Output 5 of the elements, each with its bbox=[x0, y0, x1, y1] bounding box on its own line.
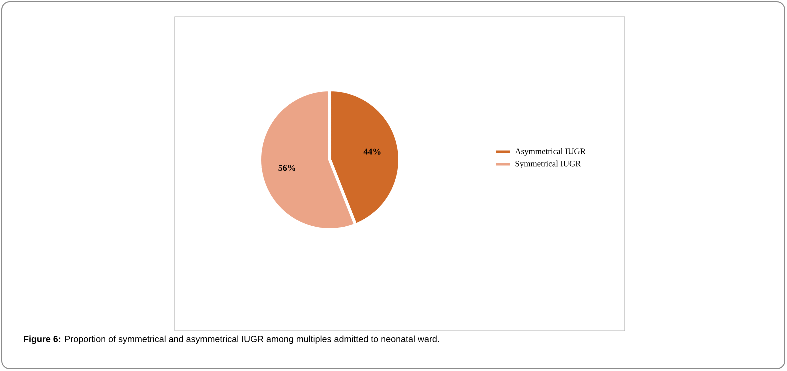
text: Figure 6: Proportion of symmetrical and asymmetrical IUGR among multiples admitted to neonatal ward. bbox=[24, 336, 440, 344]
legend-label: Asymmetrical IUGR bbox=[515, 148, 586, 156]
legend-label: Symmetrical IUGR bbox=[516, 160, 582, 168]
data-label: 44% bbox=[364, 148, 381, 155]
data-label: 56% bbox=[278, 165, 296, 172]
